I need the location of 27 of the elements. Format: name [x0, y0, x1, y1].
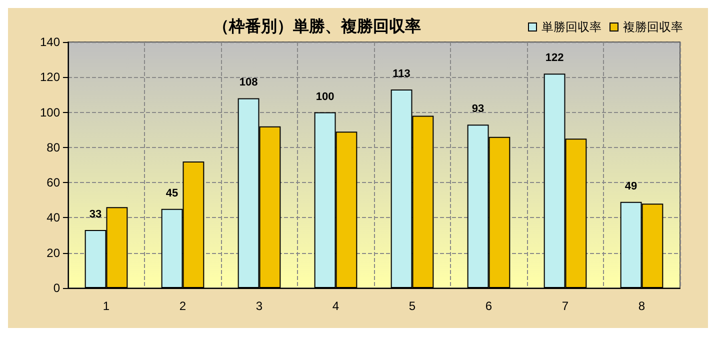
x-tick-label: 4	[332, 299, 340, 313]
x-tick-label: 1	[102, 299, 110, 313]
y-tick-label: 140	[40, 35, 60, 49]
x-tick-label: 2	[179, 299, 186, 313]
data-label: 108	[239, 76, 258, 89]
y-tick-label: 40	[46, 210, 60, 225]
chart-title: （枠番別）単勝、複勝回収率	[213, 16, 421, 36]
y-tick-label: 120	[40, 70, 60, 84]
x-tick-label: 5	[408, 299, 416, 313]
data-label: 122	[545, 52, 564, 64]
legend-label: 複勝回収率	[623, 20, 683, 34]
y-tick-label: 100	[40, 105, 60, 120]
x-tick-label: 7	[562, 299, 569, 313]
data-label: 49	[624, 180, 638, 192]
y-tick-label: 60	[46, 176, 60, 190]
data-label: 93	[472, 103, 484, 116]
y-tick-label: 0	[53, 281, 60, 295]
data-label: 100	[316, 90, 334, 103]
x-tick-label: 8	[638, 299, 646, 313]
y-tick-label: 20	[46, 246, 60, 260]
legend-label: 単勝回収率	[542, 20, 602, 34]
data-label: 113	[392, 68, 410, 80]
data-label: 45	[166, 187, 178, 200]
x-tick-label: 3	[256, 299, 263, 313]
x-tick-label: 6	[485, 299, 492, 313]
y-tick-label: 80	[46, 140, 60, 154]
data-label: 33	[89, 208, 102, 221]
